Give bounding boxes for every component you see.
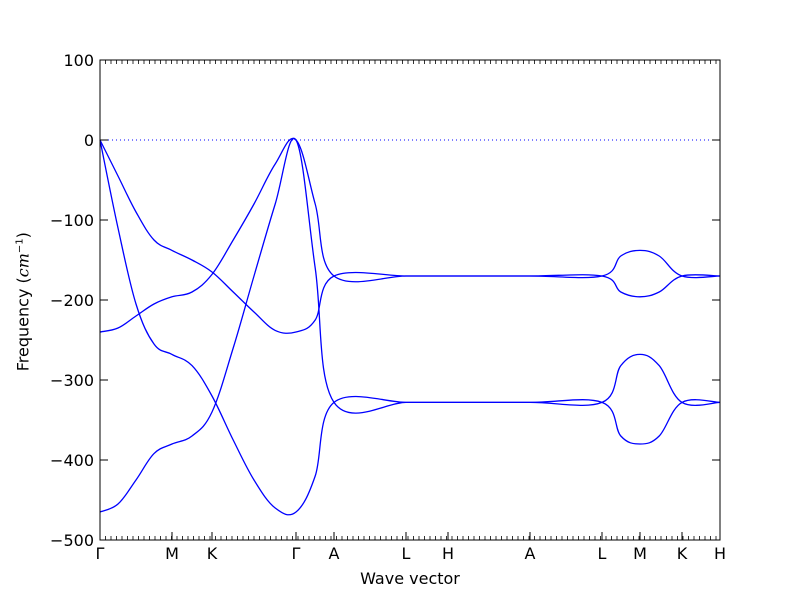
x-tick-label: Γ [96,544,105,563]
y-axis-label: Frequency (cm−1) [13,232,33,372]
x-tick-label: M [165,544,179,563]
x-tick-label: L [402,544,411,563]
x-tick-label: M [633,544,647,563]
y-tick-label: −500 [50,531,94,550]
x-tick-label: H [714,544,726,563]
y-tick-label: 0 [84,131,94,150]
y-tick-label: −200 [50,291,94,310]
phonon-band-4 [99,137,721,513]
x-tick-label: Γ [292,544,301,563]
phonon-band-2 [99,137,721,333]
x-tick-label: A [525,544,536,563]
x-tick-label: H [442,544,454,563]
y-tick-label: 100 [63,51,94,70]
x-axis-label: Wave vector [360,569,460,588]
x-tick-label: K [207,544,218,563]
phonon-band-1 [99,139,721,334]
x-tick-label: A [329,544,340,563]
y-tick-label: −400 [50,451,94,470]
plot-area-background [100,60,720,540]
y-tick-label: −100 [50,211,94,230]
y-tick-label: −300 [50,371,94,390]
x-tick-label: L [598,544,607,563]
plot-frame [99,59,721,541]
x-tick-label: K [677,544,688,563]
phonon-band-3 [99,139,721,516]
